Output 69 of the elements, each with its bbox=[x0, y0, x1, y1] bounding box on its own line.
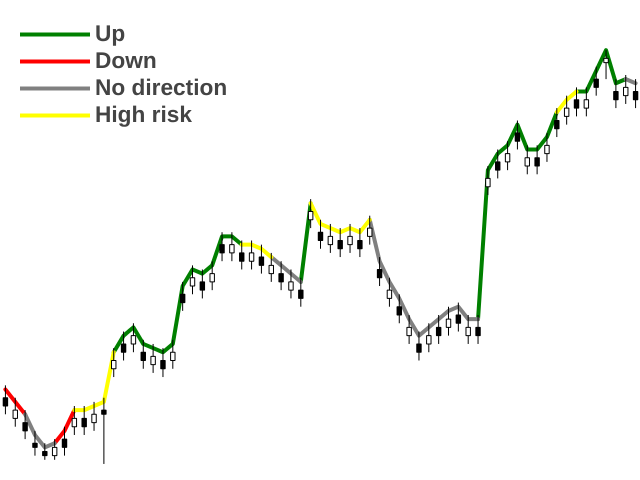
candlestick bbox=[524, 144, 530, 175]
candlestick bbox=[190, 264, 196, 295]
candlestick bbox=[396, 294, 402, 324]
candlestick bbox=[258, 244, 264, 274]
candlestick bbox=[564, 95, 570, 126]
candlestick bbox=[62, 426, 68, 456]
candlestick bbox=[347, 223, 353, 254]
candlestick bbox=[426, 322, 432, 353]
candlestick bbox=[180, 281, 186, 312]
candlestick bbox=[603, 50, 609, 80]
candlestick bbox=[268, 252, 274, 282]
candlestick bbox=[504, 140, 510, 171]
candlestick bbox=[376, 256, 382, 287]
candlestick bbox=[12, 397, 18, 428]
candlestick bbox=[209, 260, 215, 291]
candlestick bbox=[229, 232, 235, 262]
candlestick bbox=[554, 108, 560, 138]
candlestick bbox=[623, 74, 628, 104]
candlestick bbox=[367, 215, 372, 246]
candlestick bbox=[91, 401, 97, 432]
candlestick bbox=[328, 223, 334, 254]
candlestick bbox=[22, 410, 28, 440]
candlestick bbox=[130, 322, 136, 353]
candlestick bbox=[101, 397, 107, 464]
candlestick bbox=[337, 228, 343, 258]
legend-label: Down bbox=[95, 47, 157, 74]
candlestick bbox=[485, 166, 491, 196]
candlestick bbox=[475, 314, 481, 344]
candlestick bbox=[160, 348, 166, 378]
candlestick bbox=[544, 132, 550, 162]
legend-label: High risk bbox=[95, 101, 192, 128]
candlestick bbox=[200, 268, 206, 299]
candlestick bbox=[170, 339, 176, 370]
candlestick bbox=[574, 86, 580, 117]
candlestick bbox=[436, 314, 442, 344]
legend-label: No direction bbox=[95, 74, 228, 101]
candlestick bbox=[140, 339, 146, 370]
candlestick bbox=[318, 219, 324, 250]
candlestick bbox=[613, 78, 619, 109]
candlestick bbox=[2, 384, 8, 415]
candlestick bbox=[593, 66, 599, 96]
candlestick bbox=[495, 148, 500, 179]
candlestick bbox=[386, 277, 392, 308]
candlestick bbox=[248, 240, 254, 270]
candlestick bbox=[219, 232, 225, 262]
candlestick bbox=[288, 268, 294, 299]
legend-label: Up bbox=[95, 20, 126, 47]
candlestick bbox=[111, 348, 116, 378]
candlestick bbox=[406, 314, 412, 344]
candlestick bbox=[416, 331, 422, 361]
candlestick bbox=[32, 430, 38, 456]
candlestick bbox=[72, 406, 78, 436]
candlestick bbox=[150, 343, 156, 374]
candlestick bbox=[278, 260, 284, 291]
candlestick bbox=[52, 438, 58, 460]
candlestick bbox=[446, 306, 452, 336]
candlestick bbox=[298, 277, 304, 308]
candlestick bbox=[465, 314, 471, 344]
candlestick bbox=[456, 302, 462, 332]
candlestick bbox=[81, 406, 87, 436]
candlestick bbox=[357, 228, 363, 258]
candlestick bbox=[42, 442, 48, 460]
candlestick bbox=[534, 144, 540, 175]
candlestick bbox=[584, 86, 590, 117]
candlestick bbox=[632, 78, 638, 109]
candlestick bbox=[120, 331, 126, 361]
candlestick bbox=[239, 240, 244, 270]
candlestick bbox=[308, 198, 314, 229]
candlestick bbox=[514, 120, 520, 150]
